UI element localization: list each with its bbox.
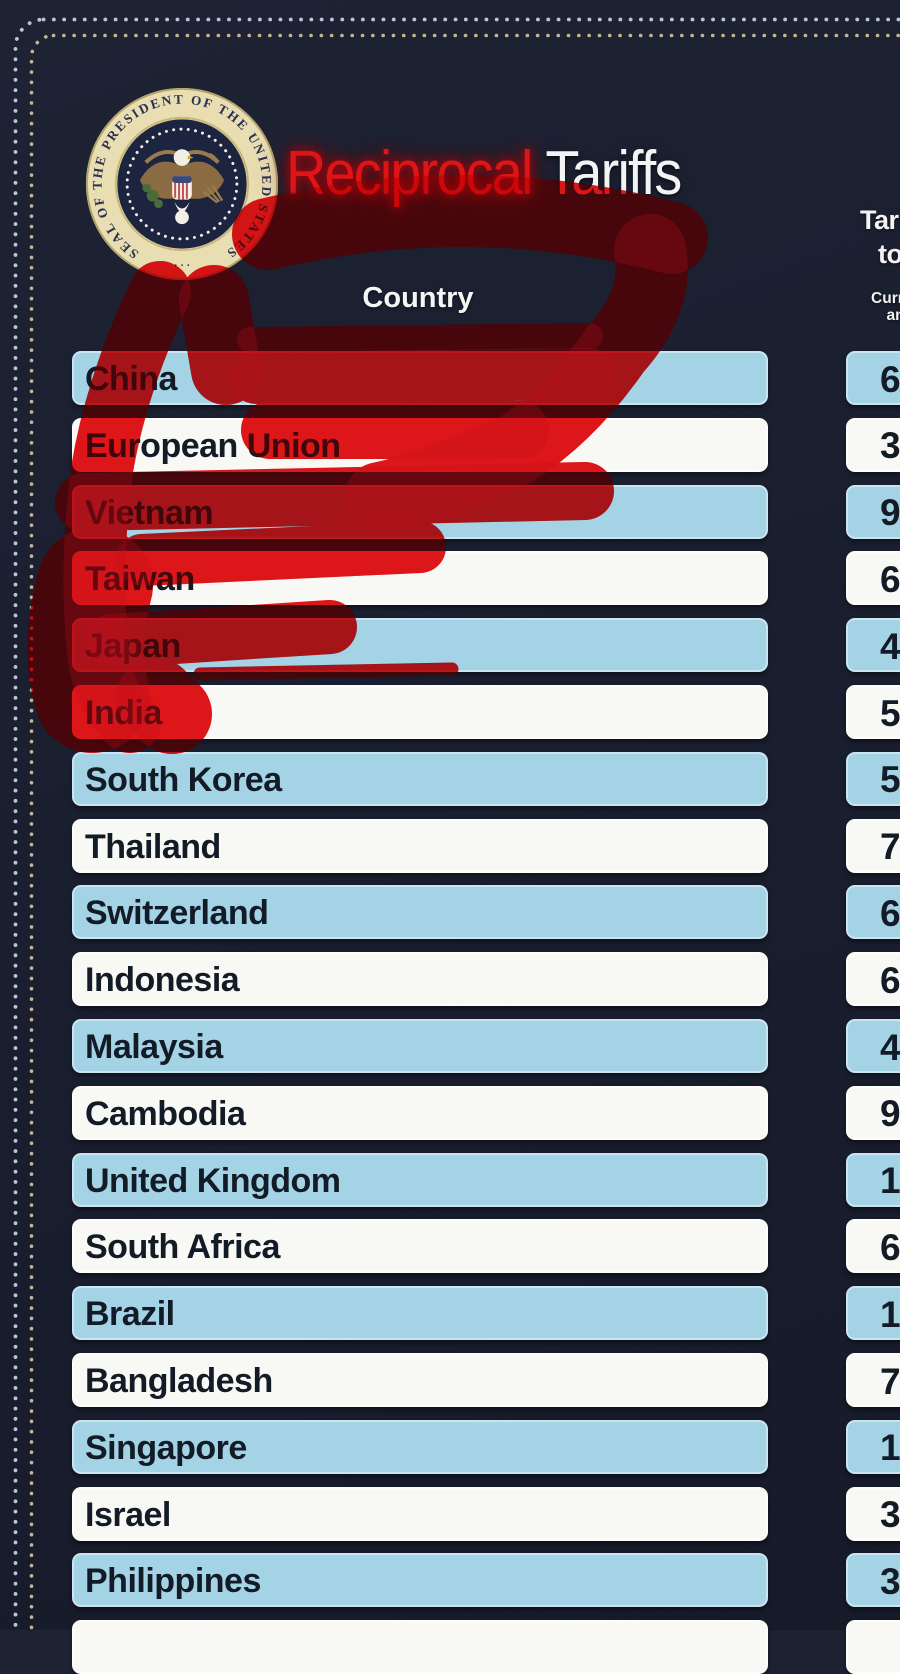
title-word-tariffs: Tariffs — [545, 139, 680, 208]
country-row-south-korea: South Korea — [72, 752, 768, 806]
tariff-cell-switzerland-label: 61% — [880, 893, 900, 932]
country-row-malaysia-label: Malaysia — [85, 1028, 223, 1064]
country-row-brazil-label: Brazil — [85, 1295, 175, 1331]
country-row-bangladesh: Bangladesh — [72, 1353, 768, 1407]
tariff-cell-south-korea-label: 50% — [880, 759, 900, 798]
tariff-cell-bangladesh-label: 74% — [880, 1361, 900, 1400]
country-row-indonesia: Indonesia — [72, 952, 768, 1006]
tariff-cell-philippines-label: 34% — [880, 1561, 900, 1600]
country-row-united-kingdom-label: United Kingdom — [85, 1162, 341, 1198]
tariff-cell-japan: 46% — [846, 618, 900, 672]
tariff-cell-indonesia-label: 64% — [880, 960, 900, 999]
tariff-cell-cambodia-label: 97% — [880, 1093, 900, 1132]
tariff-cell-singapore: 10% — [846, 1420, 900, 1474]
tariff-cell-partial — [846, 1620, 900, 1674]
country-row-cambodia: Cambodia — [72, 1086, 768, 1140]
country-column-header: Country — [268, 282, 568, 315]
tariff-cell-vietnam: 90% — [846, 485, 900, 539]
tariff-cell-thailand-label: 72% — [880, 826, 900, 865]
tariff-cell-israel: 33% — [846, 1487, 900, 1541]
tariff-cell-european-union-label: 39% — [880, 425, 900, 464]
country-row-vietnam-label: Vietnam — [85, 494, 213, 530]
country-row-european-union-label: European Union — [85, 427, 341, 463]
tariff-cell-philippines: 34% — [846, 1553, 900, 1607]
tariff-column-header: Tariffs Charged to the U.S.A. Including … — [790, 203, 900, 324]
country-row-taiwan-label: Taiwan — [85, 560, 195, 596]
tariff-cell-brazil: 10% — [846, 1286, 900, 1340]
country-row-united-kingdom: United Kingdom — [72, 1153, 768, 1207]
country-row-bangladesh-label: Bangladesh — [85, 1362, 273, 1398]
country-row-switzerland-label: Switzerland — [85, 894, 268, 930]
tariff-cell-cambodia: 97% — [846, 1086, 900, 1140]
tariff-board-photo: { "board": { "title_word_highlighted": "… — [0, 0, 900, 1630]
tariff-cell-singapore-label: 10% — [880, 1427, 900, 1466]
country-row-south-korea-label: South Korea — [85, 761, 282, 797]
country-row-india: India — [72, 685, 768, 739]
country-row-israel: Israel — [72, 1487, 768, 1541]
tariff-header-line-1: Tariffs Charged — [790, 203, 900, 237]
tariff-cell-india-label: 52% — [880, 693, 900, 732]
country-row-thailand: Thailand — [72, 819, 768, 873]
country-row-japan: Japan — [72, 618, 768, 672]
country-row-china-label: China — [85, 360, 177, 396]
tariff-header-line-5: and Trade Barriers — [790, 307, 900, 324]
tariff-cell-israel-label: 33% — [880, 1494, 900, 1533]
tariff-cell-india: 52% — [846, 685, 900, 739]
tariff-cell-brazil-label: 10% — [880, 1294, 900, 1333]
tariff-cell-taiwan-label: 64% — [880, 559, 900, 598]
tariff-cell-taiwan: 64% — [846, 551, 900, 605]
tariff-cell-united-kingdom: 10% — [846, 1153, 900, 1207]
tariff-cell-thailand: 72% — [846, 819, 900, 873]
country-row-european-union: European Union — [72, 418, 768, 472]
tariff-cell-bangladesh: 74% — [846, 1353, 900, 1407]
country-row-partial — [72, 1620, 768, 1674]
poster-title: Reciprocal Tariffs — [286, 138, 681, 209]
country-row-philippines-label: Philippines — [85, 1562, 261, 1598]
country-row-taiwan: Taiwan — [72, 551, 768, 605]
country-row-japan-label: Japan — [85, 627, 181, 663]
tariff-cell-malaysia-label: 47% — [880, 1027, 900, 1066]
tariff-cell-switzerland: 61% — [846, 885, 900, 939]
country-row-vietnam: Vietnam — [72, 485, 768, 539]
country-row-singapore-label: Singapore — [85, 1429, 247, 1465]
tariff-cell-south-korea: 50% — [846, 752, 900, 806]
country-row-china: China — [72, 351, 768, 405]
seal-separator-dots: · · · — [174, 259, 190, 271]
country-row-switzerland: Switzerland — [72, 885, 768, 939]
country-row-israel-label: Israel — [85, 1496, 171, 1532]
country-row-philippines: Philippines — [72, 1553, 768, 1607]
tariff-cell-united-kingdom-label: 10% — [880, 1160, 900, 1199]
country-row-indonesia-label: Indonesia — [85, 961, 239, 997]
country-row-india-label: India — [85, 694, 162, 730]
country-row-brazil: Brazil — [72, 1286, 768, 1340]
tariff-cell-south-africa-label: 60% — [880, 1227, 900, 1266]
tariff-cell-malaysia: 47% — [846, 1019, 900, 1073]
tariff-cell-european-union: 39% — [846, 418, 900, 472]
tariff-cell-china: 67% — [846, 351, 900, 405]
tariff-header-line-3: Including — [790, 274, 900, 290]
title-word-reciprocal: Reciprocal — [286, 139, 532, 208]
tariff-cell-china-label: 67% — [880, 359, 900, 398]
country-row-thailand-label: Thailand — [85, 828, 221, 864]
tariff-cell-indonesia: 64% — [846, 952, 900, 1006]
tariff-cell-japan-label: 46% — [880, 626, 900, 665]
country-row-south-africa-label: South Africa — [85, 1228, 280, 1264]
country-row-singapore: Singapore — [72, 1420, 768, 1474]
tariff-header-line-2: to the U.S.A. — [790, 237, 900, 271]
tariff-header-line-4: Currency Manipulation — [790, 290, 900, 307]
country-row-malaysia: Malaysia — [72, 1019, 768, 1073]
country-row-south-africa: South Africa — [72, 1219, 768, 1273]
presidential-seal: SEAL OF THE PRESIDENT OF THE UNITED STAT… — [84, 86, 280, 282]
tariff-cell-vietnam-label: 90% — [880, 492, 900, 531]
tariff-cell-south-africa: 60% — [846, 1219, 900, 1273]
country-row-cambodia-label: Cambodia — [85, 1095, 245, 1131]
